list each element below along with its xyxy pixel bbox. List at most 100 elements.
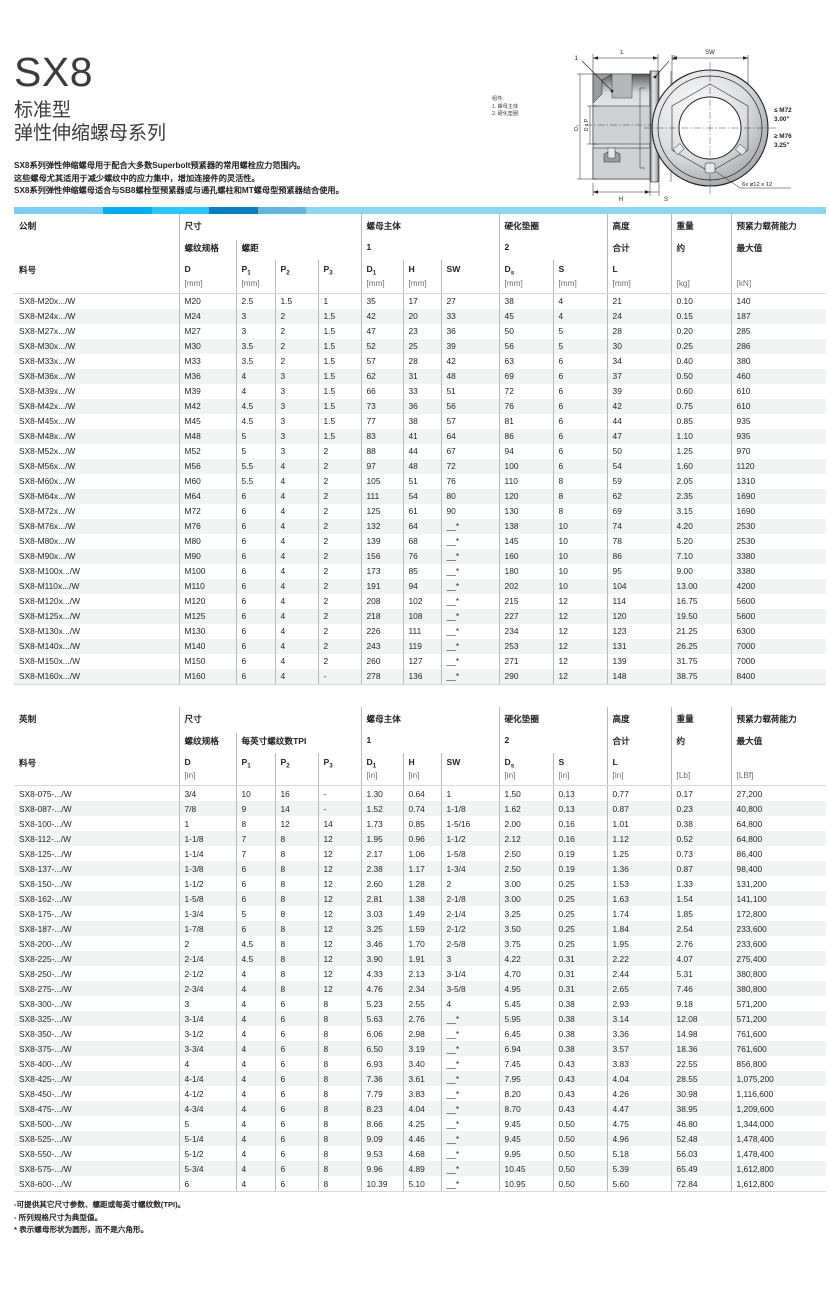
table-cell: 59 [606, 473, 672, 489]
table-cell: 0.43 [552, 1056, 608, 1072]
table-cell: 9.18 [670, 996, 732, 1012]
table-cell: 145 [498, 533, 554, 549]
table-cell: 141,100 [730, 891, 827, 907]
table-cell: 5 [235, 443, 275, 459]
table-cell: 0.43 [552, 1086, 608, 1102]
table-cell: 1.17 [402, 861, 442, 877]
table-cell: 7.79 [360, 1086, 404, 1102]
table-cell: 1.25 [670, 443, 732, 459]
legend-item-2: 2. 硬化垫圈 [492, 111, 519, 118]
table-cell: M48 [178, 428, 236, 444]
table-cell: 69 [498, 368, 554, 384]
table-cell: 6 [235, 503, 275, 519]
table-cell: 2 [317, 503, 362, 519]
metric-sub-weight-approx: 约 [670, 240, 732, 260]
table-cell: 114 [606, 593, 672, 609]
table-cell: 4 [235, 383, 275, 399]
table-cell: 0.75 [670, 398, 732, 414]
table-cell: 27,200 [730, 785, 827, 802]
table-cell: 1310 [730, 473, 827, 489]
table-cell: 2-5/8 [440, 936, 500, 952]
table-row: SX8-550-.../W 5-1/2 4 6 8 9.53 4.68 __* 9.95 0.50… [14, 1146, 827, 1162]
metric-unit-H: [mm] [402, 278, 442, 293]
table-cell: SX8-M100x.../W [14, 563, 179, 579]
table-cell: 38 [402, 413, 442, 429]
table-cell: 100 [498, 458, 554, 474]
table-cell: 271 [498, 653, 554, 669]
table-cell: 21.25 [670, 623, 732, 639]
table-cell: 4 [274, 548, 318, 564]
table-cell: 8 [552, 503, 608, 519]
table-cell: 4 [274, 593, 318, 609]
table-cell: 5 [552, 338, 608, 354]
table-cell: 0.50 [670, 368, 732, 384]
table-cell: 30 [606, 338, 672, 354]
table-cell: SX8-M48x.../W [14, 428, 179, 444]
table-cell: 1.63 [606, 891, 672, 907]
table-cell: 8 [317, 996, 362, 1012]
table-cell: 57 [360, 353, 404, 369]
table-cell: 1690 [730, 488, 827, 504]
table-cell: M52 [178, 443, 236, 459]
table-cell: 12 [317, 921, 362, 937]
table-cell: 8 [317, 1011, 362, 1027]
table-cell: 2-1/2 [178, 966, 236, 982]
table-row: SX8-500-.../W 5 4 6 8 8.66 4.25 __* 9.45 0.50 4.75… [14, 1116, 827, 1132]
table-cell: SX8-350-.../W [14, 1026, 179, 1042]
table-cell: 4200 [730, 578, 827, 594]
table-cell: 3.14 [606, 1011, 672, 1027]
table-row: SX8-112-.../W 1-1/8 7 8 12 1.95 0.96 1-1/2 2.12 0… [14, 831, 827, 847]
table-cell: 3-3/4 [178, 1041, 236, 1057]
table-cell: 6 [235, 578, 275, 594]
table-cell: 16.75 [670, 593, 732, 609]
imperial-unit-L: [in] [606, 771, 672, 786]
table-cell: 571,200 [730, 996, 827, 1012]
table-cell: 1-3/4 [178, 906, 236, 922]
gradient-segment [103, 207, 153, 214]
imperial-group-washer: 硬化垫圈 [498, 706, 608, 733]
table-cell: 4 [274, 533, 318, 549]
table-cell: 1,075,200 [730, 1071, 827, 1087]
table-cell: 35 [360, 293, 404, 309]
table-cell: 86 [498, 428, 554, 444]
table-cell: 4 [274, 608, 318, 624]
table-cell: 2 [274, 308, 318, 324]
table-row: SX8-M120x.../W M120 6 4 2 208 102 __* 215 12 114 16… [14, 593, 827, 609]
table-cell: 1,612,800 [730, 1161, 827, 1177]
page-title: SX8 [14, 49, 93, 95]
table-cell: 76 [498, 398, 554, 414]
table-cell: 761,600 [730, 1041, 827, 1057]
table-cell: 8 [317, 1131, 362, 1147]
table-cell: 6 [235, 563, 275, 579]
table-cell: SX8-100-.../W [14, 816, 179, 832]
table-cell: 0.31 [552, 981, 608, 997]
table-cell: 380,800 [730, 966, 827, 982]
table-cell: 4.20 [670, 518, 732, 534]
table-cell: 2.93 [606, 996, 672, 1012]
table-cell: SX8-125-.../W [14, 846, 179, 862]
table-cell: 1,478,400 [730, 1146, 827, 1162]
table-cell: 33 [440, 308, 500, 324]
imperial-col-Hh: H [402, 752, 442, 772]
imperial-col-partno: 料号 [14, 752, 179, 772]
table-cell: 86,400 [730, 846, 827, 862]
table-cell: 5.63 [360, 1011, 404, 1027]
table-cell: 72.84 [670, 1176, 732, 1193]
table-cell: M36 [178, 368, 236, 384]
table-cell: SX8-375-.../W [14, 1041, 179, 1057]
metric-header-rule [14, 292, 827, 294]
table-cell: 48 [440, 368, 500, 384]
table-cell: 4 [274, 653, 318, 669]
table-cell: M56 [178, 458, 236, 474]
table-cell: 12 [552, 653, 608, 669]
table-row: SX8-150-.../W 1-1/2 6 8 12 2.60 1.28 2 3.00 0.25 1… [14, 876, 827, 892]
table-cell: 16 [274, 785, 318, 802]
table-cell: 8 [274, 936, 318, 952]
table-row: SX8-275-.../W 2-3/4 4 8 12 4.76 2.34 3-5/8 4.95 0… [14, 981, 827, 997]
table-cell: 127 [402, 653, 442, 669]
table-cell: 0.50 [552, 1116, 608, 1132]
imperial-group-nutbody: 螺母主体 [360, 706, 500, 733]
table-cell: 3.83 [402, 1086, 442, 1102]
table-cell: SX8-137-.../W [14, 861, 179, 877]
imperial-sub-height-total: 合计 [606, 732, 672, 753]
